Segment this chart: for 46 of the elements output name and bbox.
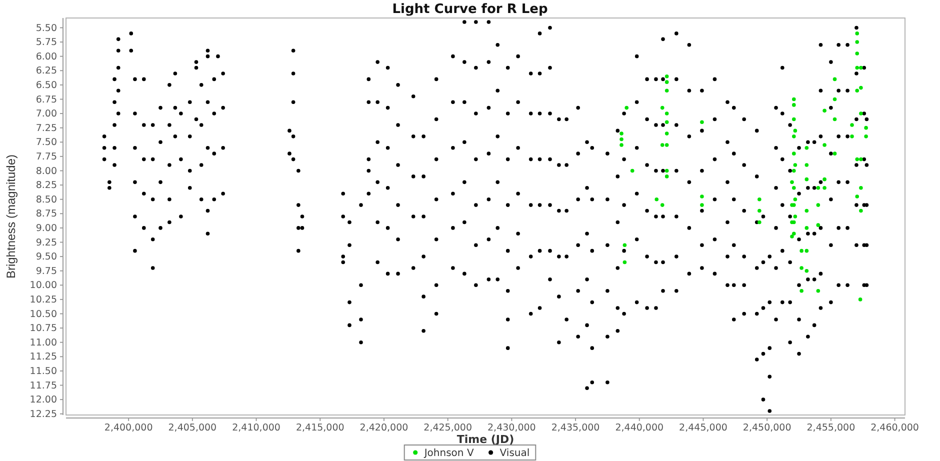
- y-tick-label: 5.50: [36, 22, 57, 34]
- y-tick-label: 11.50: [30, 366, 57, 377]
- y-tick-label: 7.75: [36, 151, 57, 162]
- y-tick-label: 9.50: [36, 252, 57, 263]
- x-tick-label: 2,460,000: [870, 422, 919, 434]
- legend-label: Visual: [500, 448, 530, 460]
- y-tick-label: 10.75: [30, 323, 57, 334]
- x-axis-title: Time (JD): [456, 433, 514, 446]
- y-tick-label: 8.75: [36, 208, 57, 220]
- x-tick-label: 2,440,000: [615, 422, 664, 434]
- x-tick-label: 2,450,000: [742, 422, 792, 434]
- x-tick-label: 2,400,000: [104, 422, 153, 434]
- y-tick-label: 9.25: [36, 237, 57, 248]
- y-tick-label: 10.50: [30, 308, 57, 320]
- y-tick-label: 9.00: [36, 222, 57, 234]
- legend-label: Johnson V: [423, 448, 474, 460]
- y-tick-label: 12.25: [30, 408, 57, 420]
- y-tick-label: 7.00: [36, 108, 57, 120]
- x-tick-label: 2,445,000: [679, 422, 728, 434]
- y-tick-label: 10.00: [30, 280, 57, 292]
- x-tick-label: 2,415,000: [296, 422, 344, 434]
- y-tick-label: 9.75: [36, 266, 57, 277]
- x-tick-label: 2,410,000: [232, 422, 280, 434]
- y-tick-label: 8.00: [36, 166, 57, 177]
- y-tick-label: 11.75: [30, 380, 57, 392]
- x-tick-label: 2,425,000: [424, 422, 472, 434]
- y-tick-label: 7.25: [36, 122, 57, 134]
- y-tick-label: 6.75: [36, 94, 57, 106]
- y-tick-label: 6.50: [36, 80, 57, 91]
- x-tick-label: 2,435,000: [551, 422, 600, 434]
- x-tick-label: 2,405,000: [168, 422, 217, 434]
- y-tick-label: 7.50: [36, 137, 57, 148]
- y-tick-label: 12.00: [30, 394, 57, 406]
- y-tick-label: 11.00: [30, 337, 57, 348]
- x-tick-label: 2,430,000: [488, 422, 536, 434]
- x-tick-label: 2,455,000: [806, 422, 856, 434]
- y-tick-label: 6.00: [36, 51, 57, 62]
- chart-title: Light Curve for R Lep: [392, 2, 548, 17]
- y-tick-label: 8.25: [36, 180, 57, 192]
- y-tick-label: 10.25: [30, 294, 57, 306]
- y-tick-label: 6.25: [36, 66, 57, 77]
- y-tick-label: 8.50: [36, 194, 57, 206]
- y-tick-label: 5.75: [36, 37, 57, 48]
- y-axis-title: Brightness (magnitude): [4, 154, 18, 279]
- x-tick-label: 2,420,000: [360, 422, 408, 434]
- y-tick-label: 11.25: [30, 352, 57, 363]
